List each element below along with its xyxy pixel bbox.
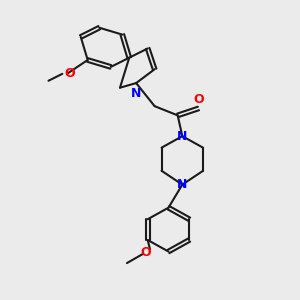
Text: O: O — [64, 67, 74, 80]
Text: O: O — [193, 93, 204, 106]
Text: O: O — [140, 246, 151, 259]
Text: N: N — [177, 178, 188, 191]
Text: N: N — [131, 86, 141, 100]
Text: N: N — [177, 130, 188, 143]
